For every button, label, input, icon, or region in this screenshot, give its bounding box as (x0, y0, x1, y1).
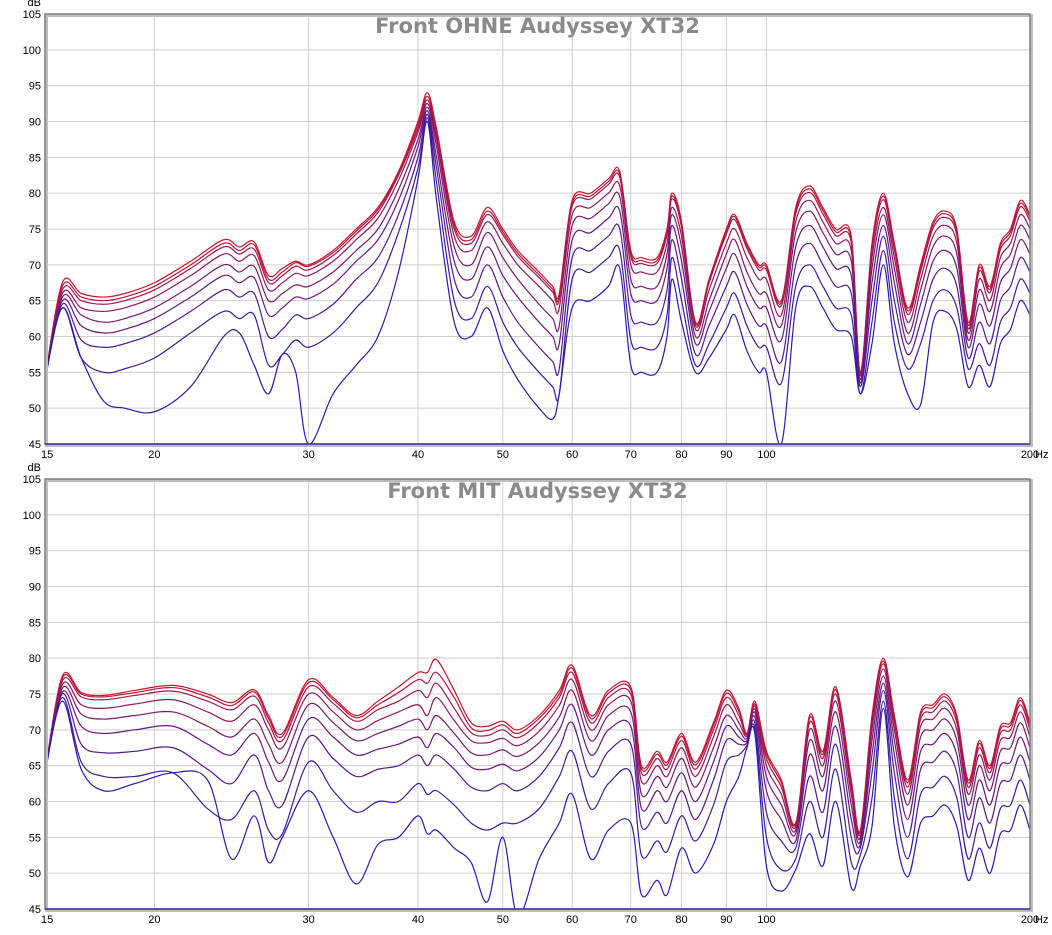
x-unit-label: Hz (1035, 914, 1048, 926)
response-curve-5 (45, 106, 1030, 381)
response-curve-3 (45, 99, 1030, 380)
y-unit-label: dB (28, 462, 41, 474)
y-tick-label: 90 (29, 582, 41, 594)
response-curve-7 (45, 113, 1030, 388)
response-curve-8 (45, 696, 1030, 872)
y-tick-label: 95 (29, 81, 41, 93)
plot-frame-shadow (45, 14, 1033, 447)
x-tick-label: 30 (302, 449, 314, 461)
y-tick-label: 55 (29, 832, 41, 844)
y-tick-label: 105 (23, 474, 41, 486)
x-tick-label: 80 (675, 449, 687, 461)
y-tick-label: 70 (29, 260, 41, 272)
response-curve-8 (45, 117, 1030, 402)
x-tick-label: 90 (720, 914, 732, 926)
x-tick-label: 30 (302, 914, 314, 926)
y-tick-label: 85 (29, 617, 41, 629)
x-tick-label: 200 (1021, 914, 1039, 926)
plot-frame-shadow (45, 479, 1033, 912)
y-tick-label: 50 (29, 868, 41, 880)
y-tick-label: 65 (29, 761, 41, 773)
response-curve-3 (45, 663, 1030, 837)
y-tick-label: 55 (29, 367, 41, 379)
response-curve-6 (45, 682, 1030, 849)
y-tick-label: 45 (29, 439, 41, 451)
response-curve-4 (45, 102, 1030, 380)
x-tick-label: 40 (412, 914, 424, 926)
y-tick-label: 95 (29, 546, 41, 558)
y-tick-label: 100 (23, 510, 41, 522)
x-tick-label: 20 (148, 914, 160, 926)
y-tick-label: 45 (29, 904, 41, 916)
x-tick-label: 200 (1021, 449, 1039, 461)
y-tick-label: 105 (23, 9, 41, 21)
x-tick-label: 70 (625, 914, 637, 926)
x-tick-label: 60 (566, 914, 578, 926)
response-curve-5 (45, 675, 1030, 844)
x-tick-label: 50 (497, 449, 509, 461)
x-tick-label: 50 (497, 914, 509, 926)
x-tick-label: 80 (675, 914, 687, 926)
y-tick-label: 75 (29, 224, 41, 236)
x-tick-label: 15 (41, 914, 53, 926)
series-group (45, 657, 1030, 909)
series-group (45, 92, 1030, 444)
x-tick-label: 60 (566, 449, 578, 461)
response-curve-7 (45, 689, 1030, 855)
chart-title: Front MIT Audyssey XT32 (387, 479, 687, 503)
y-unit-label: dB (28, 0, 41, 9)
chart-title: Front OHNE Audyssey XT32 (375, 14, 700, 38)
y-tick-label: 60 (29, 797, 41, 809)
y-tick-label: 85 (29, 152, 41, 164)
x-tick-label: 40 (412, 449, 424, 461)
x-tick-label: 90 (720, 449, 732, 461)
y-tick-label: 80 (29, 188, 41, 200)
y-tick-label: 60 (29, 332, 41, 344)
y-tick-label: 50 (29, 403, 41, 415)
y-tick-label: 75 (29, 689, 41, 701)
y-tick-label: 65 (29, 296, 41, 308)
y-tick-label: 80 (29, 653, 41, 665)
y-tick-label: 100 (23, 45, 41, 57)
x-tick-label: 70 (625, 449, 637, 461)
x-unit-label: Hz (1035, 449, 1048, 461)
response-curve-9 (45, 700, 1030, 909)
y-tick-label: 70 (29, 725, 41, 737)
response-curve-4 (45, 668, 1030, 841)
x-tick-label: 100 (757, 449, 775, 461)
y-tick-label: 90 (29, 117, 41, 129)
response-curve-9 (45, 120, 1030, 444)
response-curve-2 (45, 95, 1030, 380)
x-tick-label: 15 (41, 449, 53, 461)
response-curve-6 (45, 110, 1030, 384)
x-tick-label: 20 (148, 449, 160, 461)
x-tick-label: 100 (757, 914, 775, 926)
